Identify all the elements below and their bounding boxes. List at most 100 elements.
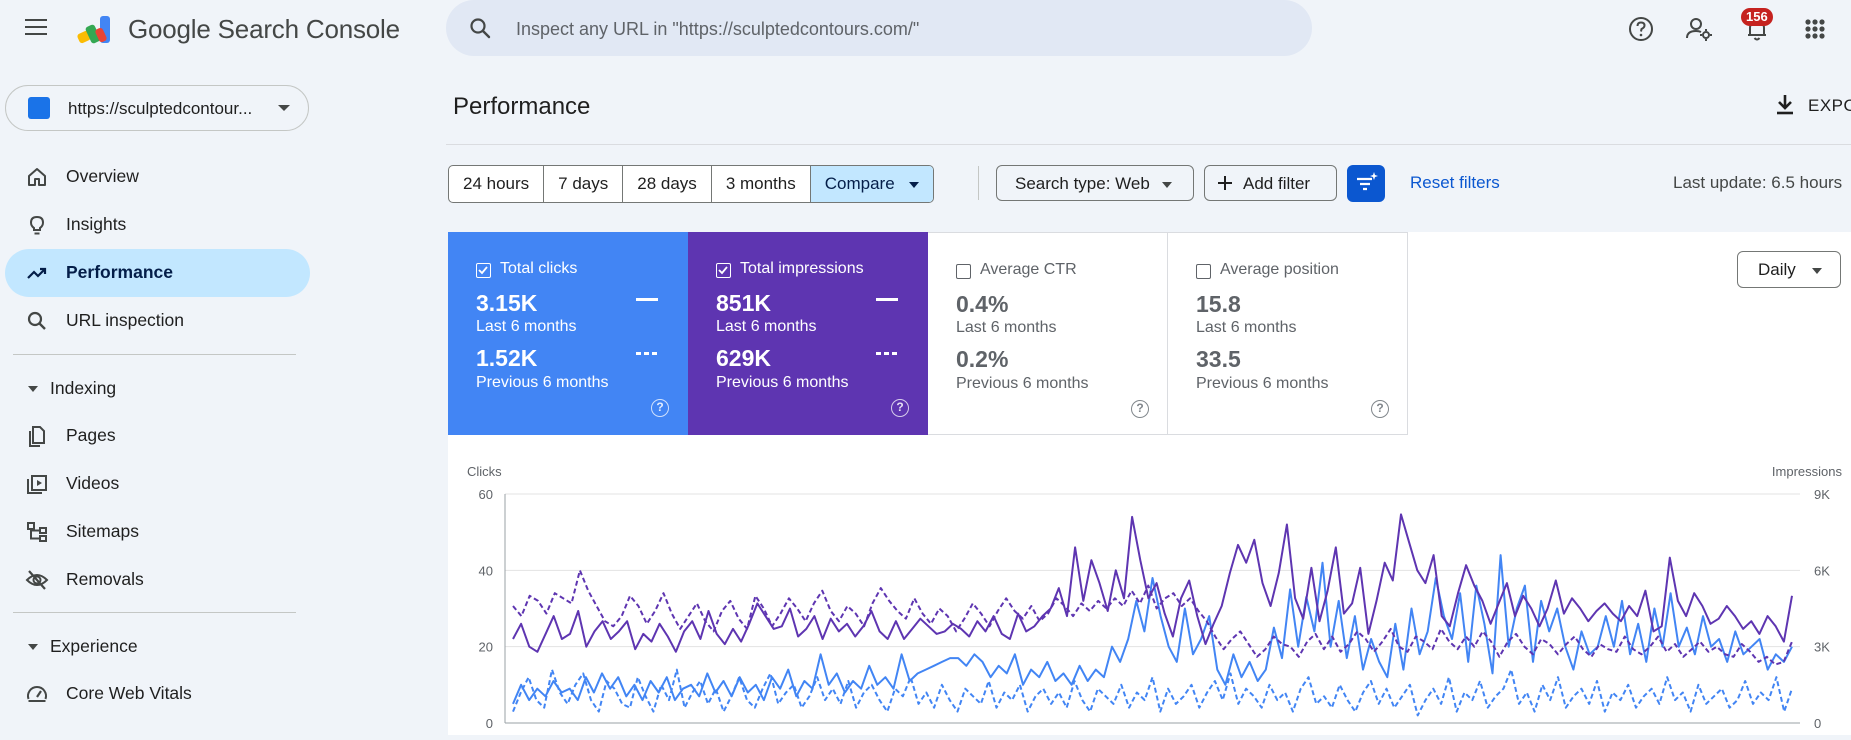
sidebar-item-pages[interactable]: Pages	[5, 412, 310, 460]
property-label: https://sculptedcontour...	[68, 99, 253, 118]
sidebar-item-label: Sitemaps	[66, 521, 139, 541]
sidebar-item-core-web-vitals[interactable]: Core Web Vitals	[5, 670, 310, 718]
sidebar-section-experience[interactable]: Experience	[28, 636, 138, 657]
total-clicks-previous-line	[512, 668, 1793, 717]
metric-current-value: 3.15K	[476, 290, 538, 316]
range-28-days[interactable]: 28 days	[623, 166, 712, 202]
search-icon[interactable]	[468, 16, 492, 40]
property-selector[interactable]: https://sculptedcontour...	[5, 85, 309, 131]
sidebar-item-removals[interactable]: Removals	[5, 556, 310, 604]
help-icon[interactable]: ?	[1131, 400, 1149, 418]
main-menu-icon[interactable]	[20, 14, 52, 42]
home-icon	[28, 168, 46, 186]
search-type-dropdown[interactable]: Search type: Web	[996, 165, 1194, 201]
reset-filters-link[interactable]: Reset filters	[1410, 173, 1500, 192]
metric-previous-value: 1.52K	[476, 345, 538, 371]
sidebar-item-insights[interactable]: Insights	[5, 201, 310, 249]
lightbulb-icon	[29, 215, 45, 235]
collapse-arrow-icon	[28, 644, 38, 651]
right-axis-label: Impressions	[1772, 464, 1843, 479]
apps-grid-icon[interactable]	[1800, 14, 1830, 44]
granularity-label: Daily	[1758, 260, 1796, 279]
help-icon[interactable]: ?	[651, 399, 669, 417]
plus-icon	[1218, 176, 1232, 190]
right-axis-tick-label: 3K	[1814, 640, 1830, 655]
url-inspect-input[interactable]	[514, 10, 1278, 48]
sidebar-item-overview[interactable]: Overview	[5, 153, 310, 201]
metric-current-value: 0.4%	[956, 291, 1009, 317]
right-axis-tick-label: 9K	[1814, 487, 1830, 502]
range-7-days[interactable]: 7 days	[544, 166, 624, 202]
gauge-icon	[27, 686, 47, 702]
help-icon[interactable]: ?	[1371, 400, 1389, 418]
metric-title: Average CTR	[980, 261, 1077, 278]
pages-icon	[29, 426, 45, 447]
video-icon	[27, 475, 47, 494]
metric-current-label: Last 6 months	[956, 319, 1057, 336]
sidebar-divider	[13, 612, 296, 613]
sidebar-section-indexing[interactable]: Indexing	[28, 378, 116, 399]
performance-chart: Clicks Impressions 0 0 20 3K 40 6K 60 9K	[448, 435, 1851, 735]
search-console-logo[interactable]	[76, 12, 116, 48]
sidebar-item-label: Core Web Vitals	[66, 683, 192, 703]
metric-previous-value: 629K	[716, 345, 771, 371]
metric-current-label: Last 6 months	[1196, 319, 1297, 336]
url-inspect-search[interactable]	[446, 0, 1312, 56]
section-label: Indexing	[50, 378, 117, 398]
sidebar-divider	[13, 354, 296, 355]
legend-solid-line	[876, 298, 898, 301]
range-compare-label: Compare	[824, 174, 895, 193]
search-icon	[27, 311, 46, 330]
left-axis-tick-label: 40	[479, 563, 493, 578]
total-impressions-current-line	[512, 513, 1793, 653]
sidebar-item-label: Overview	[66, 166, 139, 186]
metric-current-label: Last 6 months	[716, 318, 817, 335]
sidebar-item-sitemaps[interactable]: Sitemaps	[5, 508, 310, 556]
checkbox-checked-icon[interactable]	[476, 263, 491, 278]
metric-title: Average position	[1220, 261, 1339, 278]
total-clicks-current-line	[512, 554, 1793, 705]
metric-card-average-ctr[interactable]: Average CTR 0.4% Last 6 months 0.2% Prev…	[928, 232, 1168, 435]
left-axis-tick-label: 0	[486, 716, 493, 731]
legend-dashed-line	[636, 352, 658, 355]
granularity-dropdown[interactable]: Daily	[1737, 251, 1841, 288]
filter-settings-button[interactable]	[1347, 165, 1385, 202]
metric-card-total-clicks[interactable]: Total clicks 3.15K Last 6 months 1.52K P…	[448, 232, 688, 435]
section-label: Experience	[50, 636, 138, 656]
sidebar-item-url-inspection[interactable]: URL inspection	[5, 297, 310, 345]
metric-card-average-position[interactable]: Average position 15.8 Last 6 months 33.5…	[1168, 232, 1408, 435]
checkbox-checked-icon[interactable]	[716, 263, 731, 278]
manage-users-icon[interactable]	[1684, 14, 1714, 44]
metric-previous-label: Previous 6 months	[956, 375, 1089, 392]
help-icon[interactable]: ?	[891, 399, 909, 417]
help-icon[interactable]	[1626, 14, 1656, 44]
chevron-down-icon	[1811, 267, 1822, 274]
checkbox-unchecked-icon[interactable]	[956, 264, 971, 279]
filter-sparkle-icon	[1357, 172, 1378, 191]
metric-previous-label: Previous 6 months	[716, 374, 849, 391]
sidebar-item-performance[interactable]: Performance	[5, 249, 310, 297]
download-icon[interactable]	[1772, 92, 1798, 118]
sidebar-item-label: Performance	[66, 262, 173, 282]
legend-dashed-line	[876, 352, 898, 355]
export-button[interactable]: EXPO	[1808, 96, 1851, 115]
range-24-hours[interactable]: 24 hours	[449, 166, 545, 202]
sidebar-item-videos[interactable]: Videos	[5, 460, 310, 508]
header-divider	[446, 144, 1851, 145]
notification-count-badge: 156	[1741, 8, 1773, 26]
range-3-months[interactable]: 3 months	[712, 166, 811, 202]
metric-card-total-impressions[interactable]: Total impressions 851K Last 6 months 629…	[688, 232, 928, 435]
left-axis-tick-label: 60	[479, 487, 493, 502]
collapse-arrow-icon	[28, 386, 38, 393]
filter-separator	[978, 166, 979, 200]
performance-line-chart: Clicks Impressions 0 0 20 3K 40 6K 60 9K	[467, 464, 1843, 731]
checkbox-unchecked-icon[interactable]	[1196, 264, 1211, 279]
metric-previous-label: Previous 6 months	[1196, 375, 1329, 392]
range-compare[interactable]: Compare	[810, 166, 933, 202]
search-type-label: Search type: Web	[1015, 174, 1150, 193]
product-name: Google Search Console	[128, 14, 400, 44]
add-filter-label: Add filter	[1243, 174, 1311, 193]
date-range-selector: 24 hours 7 days 28 days 3 months Compare	[448, 165, 934, 203]
chevron-down-icon	[1161, 181, 1172, 188]
add-filter-button[interactable]: Add filter	[1204, 165, 1337, 201]
